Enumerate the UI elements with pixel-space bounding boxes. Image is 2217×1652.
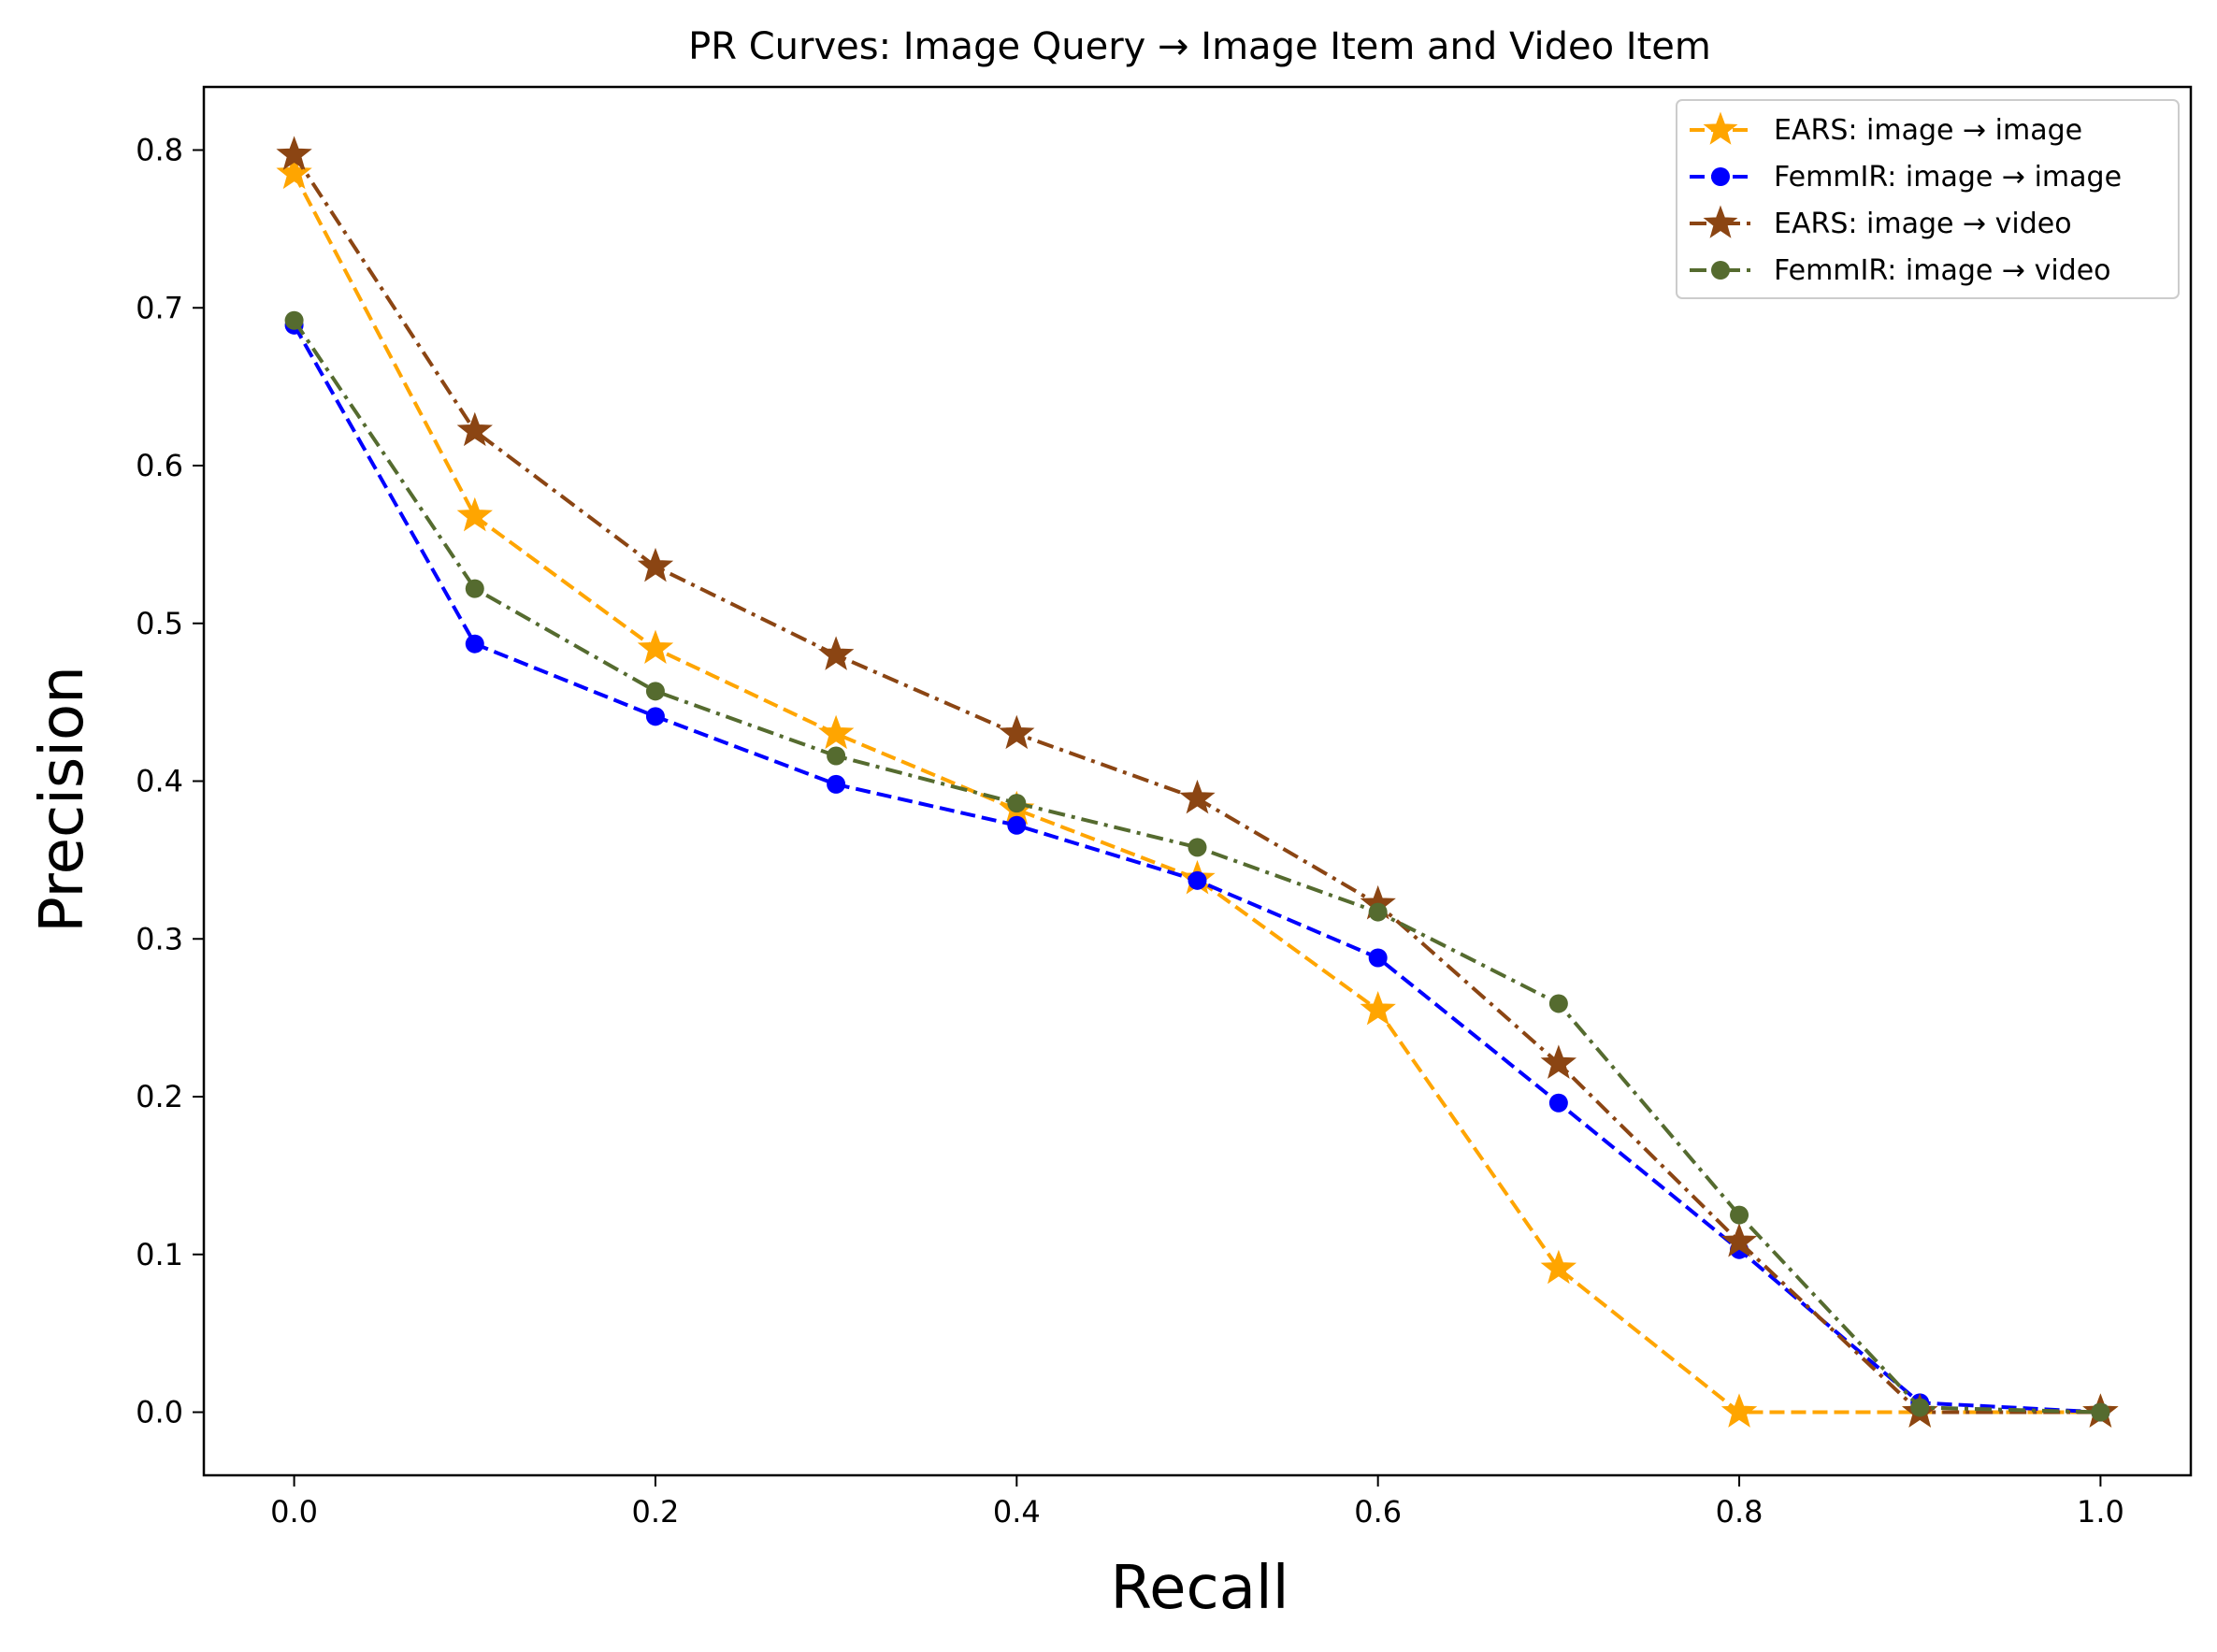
series-2 [284,315,2110,1422]
legend-marker [1711,167,1730,186]
series-4 [284,310,2110,1422]
data-point [1548,994,1568,1013]
series-layer [276,136,2119,1428]
legend-label: EARS: image → image [1774,114,2082,147]
series-3 [276,136,2119,1428]
y-tick-label: 0.8 [136,133,183,168]
x-tick-label: 0.6 [1354,1494,1402,1530]
legend-marker [1711,261,1730,280]
legend-label: FemmIR: image → image [1774,161,2122,194]
data-point [465,634,484,654]
data-point [637,629,674,665]
data-point [1179,779,1216,814]
data-point [465,579,484,598]
data-point [1720,1393,1758,1428]
data-point [456,411,493,447]
data-point [827,746,846,766]
y-axis-title: Precision [28,666,97,933]
data-point [1910,1398,1930,1417]
legend: EARS: image → image FemmIR: image → image… [1676,99,2180,299]
data-point [1368,902,1388,922]
data-point [1007,815,1027,835]
data-point [1548,1093,1568,1113]
data-point [1188,838,1207,857]
x-tick-label: 0.8 [1716,1494,1764,1530]
data-point [1730,1205,1749,1225]
y-tick-label: 0.6 [136,448,183,483]
data-point [276,154,312,190]
data-point [827,774,846,794]
axis-layer: 0.0 0.2 0.4 0.6 0.8 1.0 0.0 0.1 0.2 0.3 0.4 0.5 0.6 0… [136,85,2193,1530]
x-tick-label: 1.0 [2077,1494,2124,1530]
data-point [284,310,304,330]
data-point [637,547,674,582]
x-tick-label: 0.2 [632,1494,680,1530]
legend-box [1676,99,2180,299]
legend-label: EARS: image → video [1774,208,2072,240]
data-point [1720,1223,1758,1257]
x-tick-label: 0.4 [993,1494,1041,1530]
legend-item: EARS: image → image [1690,111,2082,147]
data-point [2091,1402,2110,1422]
legend-item: FemmIR: image → image [1690,161,2122,194]
data-point [817,714,855,750]
y-tick-label: 0.2 [136,1079,183,1114]
data-point [276,136,312,170]
data-point [1540,1044,1577,1079]
y-tick-label: 0.5 [136,606,183,641]
data-point [1360,991,1396,1026]
data-point [817,636,855,670]
y-tick-label: 0.0 [136,1395,183,1430]
data-point [1368,948,1388,968]
chart-title: PR Curves: Image Query → Image Item and … [688,25,1711,68]
data-point [999,714,1035,750]
legend-label: FemmIR: image → video [1774,254,2111,287]
legend-item: FemmIR: image → video [1690,254,2111,287]
data-point [1007,794,1027,813]
data-point [1540,1249,1577,1285]
x-axis-title: Recall [1111,1554,1289,1623]
y-tick-label: 0.3 [136,921,183,956]
legend-marker [1703,111,1738,145]
data-point [456,496,493,532]
series-line [292,319,2101,1415]
data-point [1188,870,1207,890]
y-tick-label: 0.1 [136,1237,183,1272]
series-line [292,172,2101,1415]
legend-marker [1703,205,1738,238]
legend-item: EARS: image → video [1690,205,2072,240]
x-tick-label: 0.0 [270,1494,318,1530]
y-tick-label: 0.7 [136,290,183,325]
y-tick-label: 0.4 [136,764,183,799]
data-point [645,682,665,701]
data-point [645,707,665,726]
